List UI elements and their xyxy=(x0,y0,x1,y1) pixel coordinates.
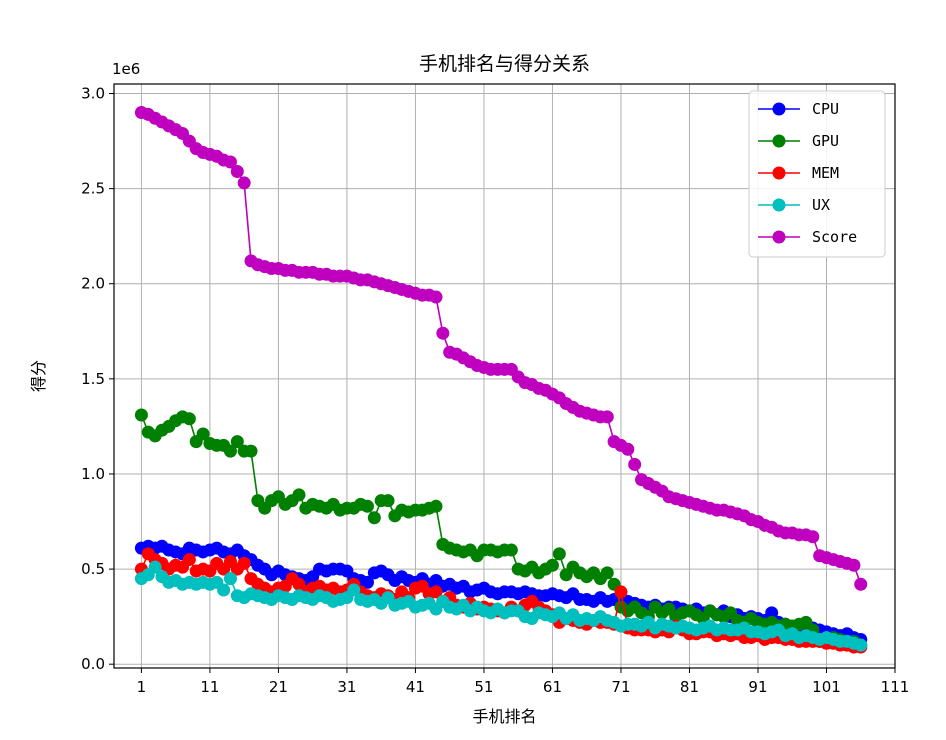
data-point-gpu xyxy=(367,511,381,525)
x-axis-label: 手机排名 xyxy=(472,707,536,726)
data-point-score xyxy=(854,577,868,591)
x-tick-label: 111 xyxy=(881,678,910,696)
legend-label: GPU xyxy=(812,132,839,150)
data-point-score xyxy=(237,176,251,190)
x-tick-label: 81 xyxy=(680,678,699,696)
x-tick-label: 11 xyxy=(200,678,219,696)
series-ux xyxy=(134,560,868,652)
data-point-gpu xyxy=(429,499,443,513)
axis-ticks: 1 11 21 31 41 51 61 71 81 91 101 1110.00.51.01.52.0… xyxy=(81,85,909,696)
data-point-ux xyxy=(217,583,231,597)
data-point-cpu xyxy=(765,606,779,620)
data-point-gpu xyxy=(223,444,237,458)
x-tick-label: 21 xyxy=(269,678,288,696)
data-point-gpu xyxy=(600,566,614,580)
data-point-score xyxy=(600,410,614,424)
data-point-mem xyxy=(182,553,196,567)
data-point-gpu xyxy=(196,427,210,441)
x-tick-label: 1 xyxy=(137,678,147,696)
data-point-mem xyxy=(614,585,628,599)
y-tick-label: 3.0 xyxy=(81,85,105,103)
legend-entry-ux: UX xyxy=(758,196,830,214)
data-point-gpu xyxy=(381,494,395,508)
legend-label: MEM xyxy=(812,164,839,182)
data-point-score xyxy=(806,530,820,544)
legend-entry-gpu: GPU xyxy=(758,132,839,150)
y-tick-label: 2.0 xyxy=(81,275,105,293)
data-point-score xyxy=(621,442,635,456)
plot-frame xyxy=(113,83,896,669)
legend-entry-mem: MEM xyxy=(758,164,839,182)
x-tick-label: 71 xyxy=(611,678,630,696)
legend-marker xyxy=(772,166,786,180)
data-point-gpu xyxy=(504,543,518,557)
legend-marker xyxy=(772,198,786,212)
data-point-score xyxy=(230,165,244,179)
data-point-score xyxy=(429,290,443,304)
data-point-score xyxy=(436,326,450,340)
legend-box xyxy=(748,90,886,258)
data-point-gpu xyxy=(360,499,374,513)
x-tick-label: 51 xyxy=(474,678,493,696)
x-tick-label: 101 xyxy=(812,678,841,696)
data-point-gpu xyxy=(292,488,306,502)
y-tick-label: 1.5 xyxy=(81,370,105,388)
data-point-gpu xyxy=(134,408,148,422)
series-layer xyxy=(134,106,868,654)
y-tick-label: 0.5 xyxy=(81,560,105,578)
data-point-score xyxy=(847,558,861,572)
legend-entry-score: Score xyxy=(758,228,857,246)
chart-title: 手机排名与得分关系 xyxy=(419,53,590,75)
data-point-ux xyxy=(223,572,237,586)
x-tick-label: 41 xyxy=(406,678,425,696)
data-point-gpu xyxy=(552,547,566,561)
x-tick-label: 61 xyxy=(543,678,562,696)
data-point-ux xyxy=(347,583,361,597)
data-point-gpu xyxy=(230,435,244,449)
data-point-mem xyxy=(429,585,443,599)
y-tick-label: 1.0 xyxy=(81,465,105,483)
y-axis-offset-label: 1e6 xyxy=(112,60,140,78)
legend-label: UX xyxy=(812,196,830,214)
series-score xyxy=(134,106,868,591)
y-axis-label: 得分 xyxy=(29,360,48,392)
data-point-ux xyxy=(148,560,162,574)
x-tick-label: 31 xyxy=(337,678,356,696)
data-point-mem xyxy=(237,556,251,570)
legend-label: CPU xyxy=(812,100,839,118)
y-tick-label: 0.0 xyxy=(81,655,105,673)
legend: CPU GPU MEM UX Score xyxy=(748,90,886,258)
data-point-cpu xyxy=(360,575,374,589)
legend-entry-cpu: CPU xyxy=(758,100,839,118)
data-point-score xyxy=(223,155,237,169)
y-tick-label: 2.5 xyxy=(81,180,105,198)
legend-marker xyxy=(772,102,786,116)
data-point-ux xyxy=(854,638,868,652)
legend-marker xyxy=(772,230,786,244)
data-point-score xyxy=(628,457,642,471)
data-point-gpu xyxy=(182,412,196,426)
legend-label: Score xyxy=(812,228,857,246)
data-point-gpu xyxy=(545,558,559,572)
data-point-gpu xyxy=(244,444,258,458)
x-tick-label: 91 xyxy=(748,678,767,696)
legend-marker xyxy=(772,134,786,148)
